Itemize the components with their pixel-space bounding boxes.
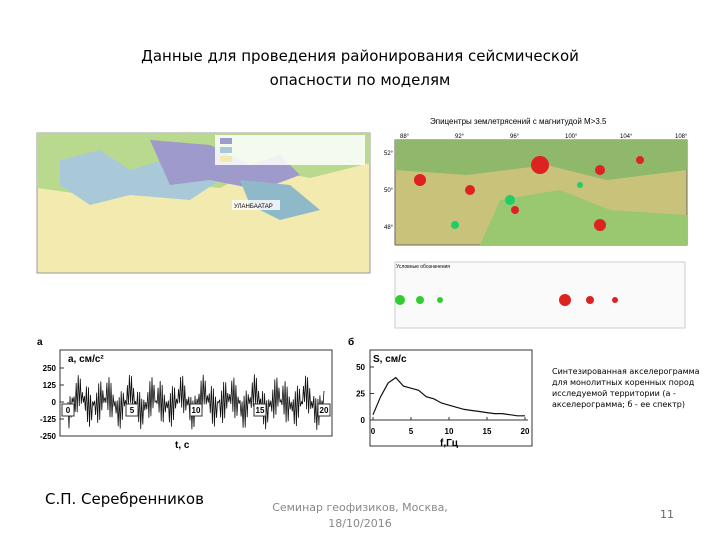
label: 10 xyxy=(192,406,201,415)
label: 250 xyxy=(43,364,57,373)
label: 52° xyxy=(384,151,394,157)
label: 108° xyxy=(675,134,688,140)
label: -125 xyxy=(40,415,57,424)
label: 20 xyxy=(521,427,530,436)
label: a, см/с² xyxy=(68,354,104,365)
label: 0 xyxy=(66,406,71,415)
label: б xyxy=(348,336,354,348)
map-left xyxy=(36,132,371,274)
label: t, c xyxy=(175,440,190,451)
caption: Синтезированная акселерограмма для монол… xyxy=(552,367,700,409)
label: 0 xyxy=(371,427,376,436)
label: 0 xyxy=(52,398,57,407)
label: УЛАНБААТАР xyxy=(234,204,273,210)
label: Условные обозначения xyxy=(396,264,450,270)
label: а xyxy=(37,337,43,348)
tick xyxy=(317,403,331,417)
tick xyxy=(61,403,75,417)
label: 25 xyxy=(356,390,365,399)
label: 88° xyxy=(400,134,410,140)
tick xyxy=(189,403,203,417)
label: 50° xyxy=(384,188,394,194)
event: Семинар геофизиков, Москва, 18/10/2016 xyxy=(272,501,448,530)
label: Эпицентры землетрясений с магнитудой M>3… xyxy=(430,117,607,126)
slide-title: Данные для проведения районирования сейс… xyxy=(141,47,579,89)
label: 0 xyxy=(361,416,366,425)
map-right xyxy=(394,139,688,329)
label: 15 xyxy=(483,427,492,436)
label: S, см/с xyxy=(373,354,407,365)
label: 15 xyxy=(256,406,265,415)
tick xyxy=(253,403,267,417)
label: 96° xyxy=(510,134,520,140)
label: -250 xyxy=(40,432,57,441)
plot-b-frame xyxy=(369,349,533,447)
label: 92° xyxy=(455,134,465,140)
label: 5 xyxy=(409,427,414,436)
label: 48° xyxy=(384,225,394,231)
tick xyxy=(125,403,139,417)
spectrum-line xyxy=(372,376,525,417)
label: 100° xyxy=(565,134,578,140)
label: 104° xyxy=(620,134,633,140)
label: 10 xyxy=(445,427,454,436)
author: С.П. Серебренников xyxy=(45,490,204,508)
label: f,Гц xyxy=(440,438,459,449)
page-number: 11 xyxy=(660,508,674,521)
label: 5 xyxy=(130,406,135,415)
label: 50 xyxy=(356,363,365,372)
label: 20 xyxy=(320,406,329,415)
label: 125 xyxy=(43,381,57,390)
